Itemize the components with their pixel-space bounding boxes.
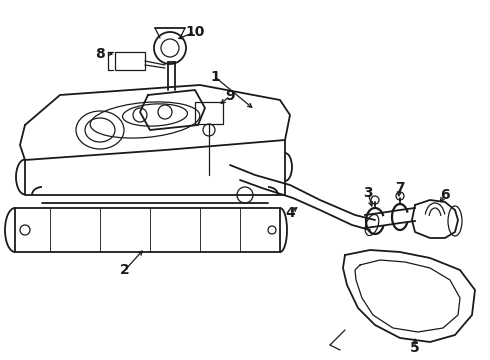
Text: 6: 6 <box>440 188 450 202</box>
Text: 7: 7 <box>395 181 405 195</box>
Text: 10: 10 <box>185 25 205 39</box>
Text: 9: 9 <box>225 89 235 103</box>
Text: 4: 4 <box>285 206 295 220</box>
Text: 2: 2 <box>120 263 130 277</box>
Text: 8: 8 <box>95 47 105 61</box>
Text: 3: 3 <box>363 186 373 200</box>
Text: 1: 1 <box>210 70 220 84</box>
Text: 5: 5 <box>410 341 420 355</box>
